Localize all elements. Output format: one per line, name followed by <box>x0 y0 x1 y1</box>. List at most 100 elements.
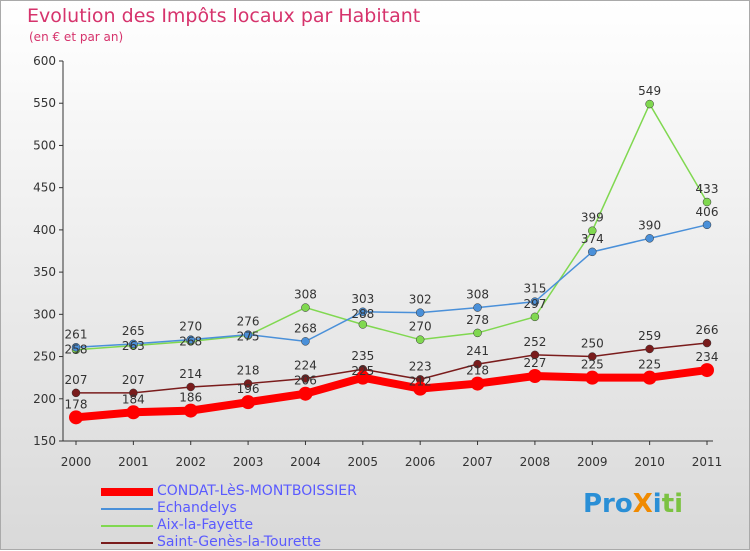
y-tick-label: 250 <box>33 350 56 364</box>
data-label: 268 <box>294 321 317 335</box>
data-point <box>530 350 540 360</box>
data-point <box>241 395 256 410</box>
data-point <box>355 370 370 385</box>
data-label: 261 <box>65 327 88 341</box>
series-line <box>75 102 708 351</box>
data-label: 258 <box>65 342 88 356</box>
data-label: 390 <box>638 218 661 232</box>
data-point <box>71 343 81 352</box>
data-point <box>473 303 482 312</box>
data-label: 178 <box>65 397 88 411</box>
legend-item: CONDAT-LèS-MONTBOISSIER <box>101 483 357 500</box>
data-label: 214 <box>179 367 202 381</box>
data-point <box>530 312 540 322</box>
data-point <box>645 234 654 243</box>
data-point <box>358 320 368 329</box>
data-label: 308 <box>466 288 489 302</box>
data-point <box>530 297 540 306</box>
legend-label: Echandelys <box>157 500 237 516</box>
data-point <box>243 330 253 339</box>
data-point <box>243 379 253 388</box>
data-label: 303 <box>351 292 374 306</box>
legend-label: CONDAT-LèS-MONTBOISSIER <box>157 483 357 499</box>
y-tick-label: 450 <box>33 181 56 195</box>
data-point <box>71 388 81 398</box>
data-label: 265 <box>122 324 145 338</box>
x-tick-label: 2004 <box>290 455 321 469</box>
data-label: 549 <box>638 84 661 98</box>
data-label: 278 <box>466 313 489 327</box>
data-point <box>473 328 482 338</box>
data-label: 207 <box>122 373 145 387</box>
y-tick-label: 350 <box>33 265 56 279</box>
data-label: 196 <box>237 382 260 396</box>
data-point <box>585 370 600 385</box>
data-point <box>642 370 657 385</box>
x-tick-label: 2011 <box>692 455 723 469</box>
data-point <box>470 376 485 391</box>
data-point <box>473 359 482 369</box>
data-label: 315 <box>523 282 546 296</box>
data-point <box>129 339 138 349</box>
data-label: 433 <box>696 182 719 196</box>
data-label: 184 <box>122 392 145 406</box>
data-point <box>298 386 313 401</box>
data-label: 308 <box>294 288 317 302</box>
data-label: 406 <box>696 205 719 219</box>
data-point <box>700 363 714 378</box>
data-label: 207 <box>65 373 88 387</box>
x-tick-label: 2005 <box>348 455 379 469</box>
y-tick-label: 300 <box>33 307 56 321</box>
data-label: 225 <box>581 358 604 372</box>
x-tick-label: 2009 <box>577 455 608 469</box>
data-label: 259 <box>638 329 661 343</box>
data-point <box>126 405 141 420</box>
legend-item: Saint-Genès-la-Tourette <box>101 534 357 551</box>
x-tick-label: 2000 <box>61 455 92 469</box>
data-label: 270 <box>179 320 202 334</box>
legend-label: Aix-la-Fayette <box>157 517 254 533</box>
data-point <box>588 352 597 361</box>
x-tick-label: 2010 <box>634 455 665 469</box>
data-label: 250 <box>581 337 604 351</box>
data-label: 266 <box>696 323 719 337</box>
data-point <box>527 368 542 383</box>
chart-subtitle: (en € et par an) <box>29 30 124 44</box>
data-label: 252 <box>523 335 546 349</box>
series-line <box>75 224 708 349</box>
y-tick-label: 500 <box>33 138 56 152</box>
data-label: 268 <box>179 335 202 349</box>
y-tick-label: 550 <box>33 96 56 110</box>
y-tick-label: 400 <box>33 223 56 237</box>
proxiti-logo: ProXiti <box>583 489 684 519</box>
data-point <box>702 338 712 348</box>
data-point <box>415 308 425 317</box>
data-point <box>129 388 138 398</box>
series-line <box>76 342 708 394</box>
data-point <box>301 337 310 346</box>
y-tick-label: 150 <box>33 434 56 448</box>
data-label: 276 <box>237 315 260 329</box>
data-point <box>702 220 712 230</box>
data-label: 223 <box>409 359 432 373</box>
y-tick-label: 200 <box>33 392 56 406</box>
legend-label: Saint-Genès-la-Tourette <box>157 534 322 550</box>
data-label: 399 <box>581 211 604 225</box>
x-tick-label: 2007 <box>462 455 493 469</box>
x-tick-label: 2008 <box>520 455 551 469</box>
data-point <box>702 197 712 207</box>
y-tick-label: 600 <box>33 54 56 68</box>
data-label: 297 <box>523 297 546 311</box>
data-point <box>645 344 654 354</box>
chart-title: Evolution des Impôts locaux par Habitant <box>27 5 421 27</box>
data-label: 302 <box>409 293 432 307</box>
data-label: 235 <box>351 349 374 363</box>
data-point <box>413 381 428 396</box>
data-label: 270 <box>409 320 432 334</box>
data-label: 263 <box>122 339 145 353</box>
data-point <box>301 303 310 312</box>
data-label: 225 <box>351 364 374 378</box>
data-label: 218 <box>466 364 489 378</box>
